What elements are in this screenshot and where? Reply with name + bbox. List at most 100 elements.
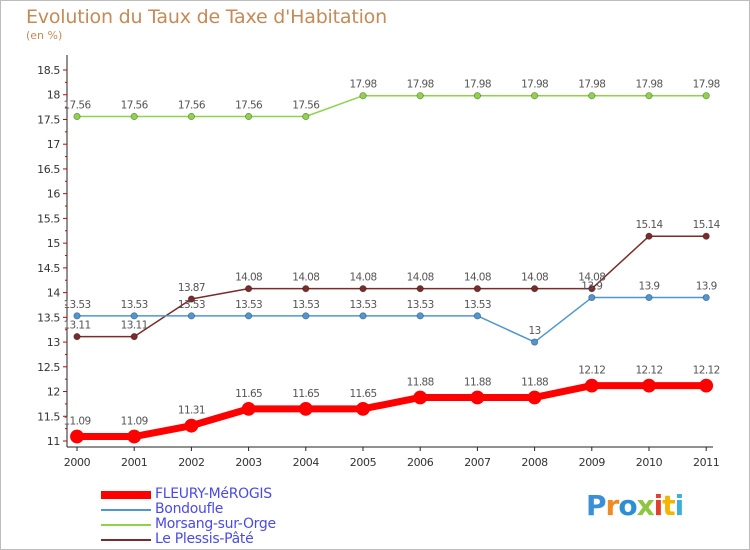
- data-point: [73, 312, 81, 320]
- data-point: [530, 285, 539, 293]
- y-tick-label: 15: [47, 237, 61, 250]
- data-point: [416, 312, 424, 320]
- data-label: 17.56: [292, 99, 320, 111]
- data-label: 17.98: [635, 79, 662, 91]
- legend-swatch: [101, 491, 151, 499]
- unit-label: (en %): [26, 29, 63, 42]
- data-point: [359, 312, 367, 320]
- data-label: 13.53: [292, 299, 319, 311]
- y-tick-label: 18.5: [37, 64, 60, 77]
- data-point: [473, 312, 481, 320]
- data-point: [73, 333, 81, 341]
- data-point: [588, 293, 596, 302]
- data-point: [187, 295, 195, 303]
- data-point: [241, 401, 256, 416]
- data-label: 15.14: [693, 219, 721, 231]
- data-point: [245, 312, 253, 320]
- y-tick-label: 16.5: [37, 163, 60, 176]
- data-point: [130, 312, 138, 320]
- data-label: 12.12: [693, 365, 720, 377]
- data-label: 11.65: [292, 388, 319, 400]
- data-label: 17.98: [521, 79, 548, 91]
- data-point: [473, 92, 481, 100]
- data-point: [187, 112, 195, 121]
- y-tick-label: 15.5: [37, 212, 60, 225]
- y-tick-label: 12: [47, 386, 60, 399]
- y-tick-label: 13: [47, 336, 61, 349]
- data-point: [413, 390, 428, 405]
- data-label: 11.88: [464, 376, 491, 388]
- data-point: [359, 285, 367, 293]
- data-label: 17.56: [63, 99, 91, 111]
- data-label: 11.65: [235, 388, 262, 400]
- data-label: 13.11: [121, 320, 148, 332]
- data-point: [702, 92, 710, 100]
- logo-letter: i: [653, 489, 664, 522]
- y-tick-label: 17: [47, 138, 61, 151]
- data-point: [302, 312, 310, 320]
- x-tick-label: 2000: [64, 456, 91, 469]
- data-label: 15.14: [635, 219, 663, 231]
- y-tick-label: 13.5: [37, 311, 60, 324]
- legend-swatch: [101, 524, 151, 526]
- logo-letter: r: [605, 489, 620, 522]
- data-point: [130, 333, 138, 341]
- logo-letter: i: [674, 489, 685, 522]
- data-label: 11.09: [121, 416, 148, 428]
- legend-label: FLEURY-MéROGIS: [155, 486, 272, 502]
- y-tick-label: 14.5: [37, 262, 60, 275]
- x-tick-label: 2001: [121, 456, 147, 469]
- data-point: [359, 92, 367, 100]
- proxiti-logo: Proxiti: [586, 489, 685, 522]
- data-label: 13.53: [235, 299, 262, 311]
- data-point: [645, 92, 653, 100]
- series-line-2: [77, 94, 707, 118]
- data-point: [473, 285, 481, 293]
- series-line-3: [77, 235, 707, 338]
- data-point: [356, 401, 370, 416]
- logo-letter: t: [662, 489, 675, 522]
- logo-letter: o: [618, 489, 637, 522]
- logo-letter: x: [636, 489, 655, 522]
- data-point: [588, 285, 596, 293]
- chart-title: Evolution du Taux de Taxe d'Habitation: [26, 6, 387, 28]
- data-point: [702, 293, 710, 302]
- series-line-1: [77, 296, 707, 343]
- data-label: 17.56: [235, 99, 263, 111]
- data-point: [298, 401, 313, 416]
- data-point: [127, 429, 142, 444]
- data-label: 13.53: [349, 299, 376, 311]
- data-label: 14.08: [521, 272, 548, 284]
- data-label: 14.08: [464, 272, 491, 284]
- y-tick-label: 17.5: [37, 113, 60, 126]
- y-tick-label: 11.5: [37, 410, 60, 423]
- data-label: 17.98: [464, 79, 491, 91]
- data-label: 13.53: [63, 299, 90, 311]
- data-label: 14.08: [578, 272, 605, 284]
- data-label: 12.12: [635, 365, 662, 377]
- data-label: 11.88: [407, 376, 434, 388]
- data-label: 13.87: [178, 282, 205, 294]
- y-tick-label: 11: [47, 435, 60, 448]
- data-label: 13.9: [639, 281, 660, 293]
- data-point: [702, 232, 710, 240]
- data-point: [70, 429, 84, 444]
- x-tick-label: 2004: [293, 456, 320, 469]
- data-point: [645, 293, 653, 302]
- data-point: [530, 338, 539, 346]
- data-point: [245, 112, 253, 121]
- legend-swatch: [101, 509, 151, 511]
- x-tick-label: 2008: [521, 456, 548, 469]
- y-tick-label: 14: [47, 287, 61, 300]
- data-label: 12.12: [578, 365, 605, 377]
- data-label: 13.53: [121, 299, 148, 311]
- data-label: 17.98: [407, 79, 434, 91]
- data-point: [245, 285, 253, 293]
- data-point: [302, 285, 310, 293]
- data-point: [416, 285, 424, 293]
- data-point: [302, 112, 310, 121]
- data-point: [699, 378, 714, 393]
- data-point: [416, 92, 424, 100]
- data-point: [642, 378, 656, 393]
- data-label: 13.53: [407, 299, 434, 311]
